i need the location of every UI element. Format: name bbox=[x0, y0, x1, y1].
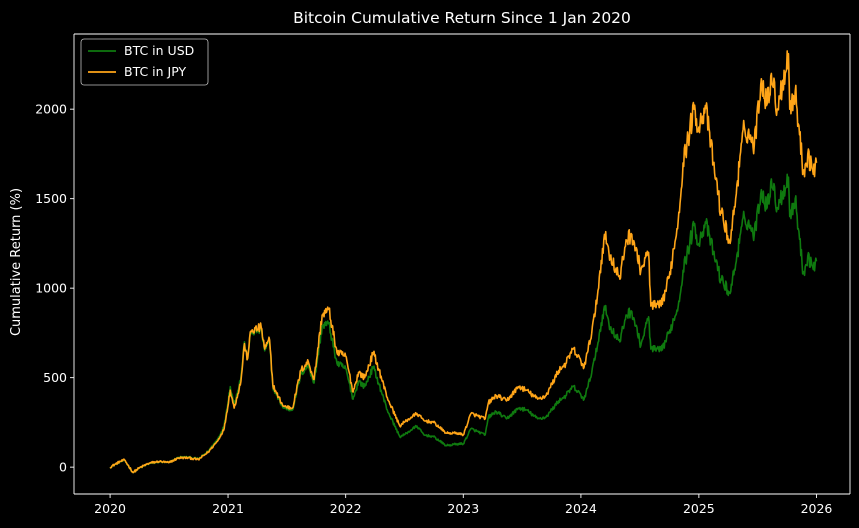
x-tick-label: 2026 bbox=[801, 501, 833, 516]
y-tick-label: 1500 bbox=[35, 191, 67, 206]
x-tick-label: 2022 bbox=[330, 501, 362, 516]
x-tick-label: 2024 bbox=[565, 501, 597, 516]
y-tick-label: 1000 bbox=[35, 281, 67, 296]
x-axis-ticks: 2020 2021 2022 2023 2024 2025 2026 bbox=[94, 494, 832, 516]
series-line-jpy bbox=[109, 50, 818, 474]
y-axis-label: Cumulative Return (%) bbox=[9, 188, 24, 336]
y-tick-label: 2000 bbox=[35, 102, 67, 117]
x-tick-label: 2021 bbox=[212, 501, 244, 516]
x-tick-label: 2023 bbox=[447, 501, 479, 516]
chart-title: Bitcoin Cumulative Return Since 1 Jan 20… bbox=[293, 9, 631, 27]
y-axis-ticks: 0 500 1000 1500 2000 bbox=[35, 102, 74, 475]
legend-label-jpy: BTC in JPY bbox=[124, 64, 186, 79]
series-layer bbox=[109, 50, 818, 474]
y-tick-label: 500 bbox=[43, 370, 67, 385]
x-tick-label: 2025 bbox=[683, 501, 715, 516]
legend-label-usd: BTC in USD bbox=[124, 43, 194, 58]
plot-area bbox=[73, 33, 851, 495]
y-tick-label: 0 bbox=[59, 460, 67, 475]
x-tick-label: 2020 bbox=[94, 501, 126, 516]
legend: BTC in USD BTC in JPY bbox=[80, 38, 209, 86]
